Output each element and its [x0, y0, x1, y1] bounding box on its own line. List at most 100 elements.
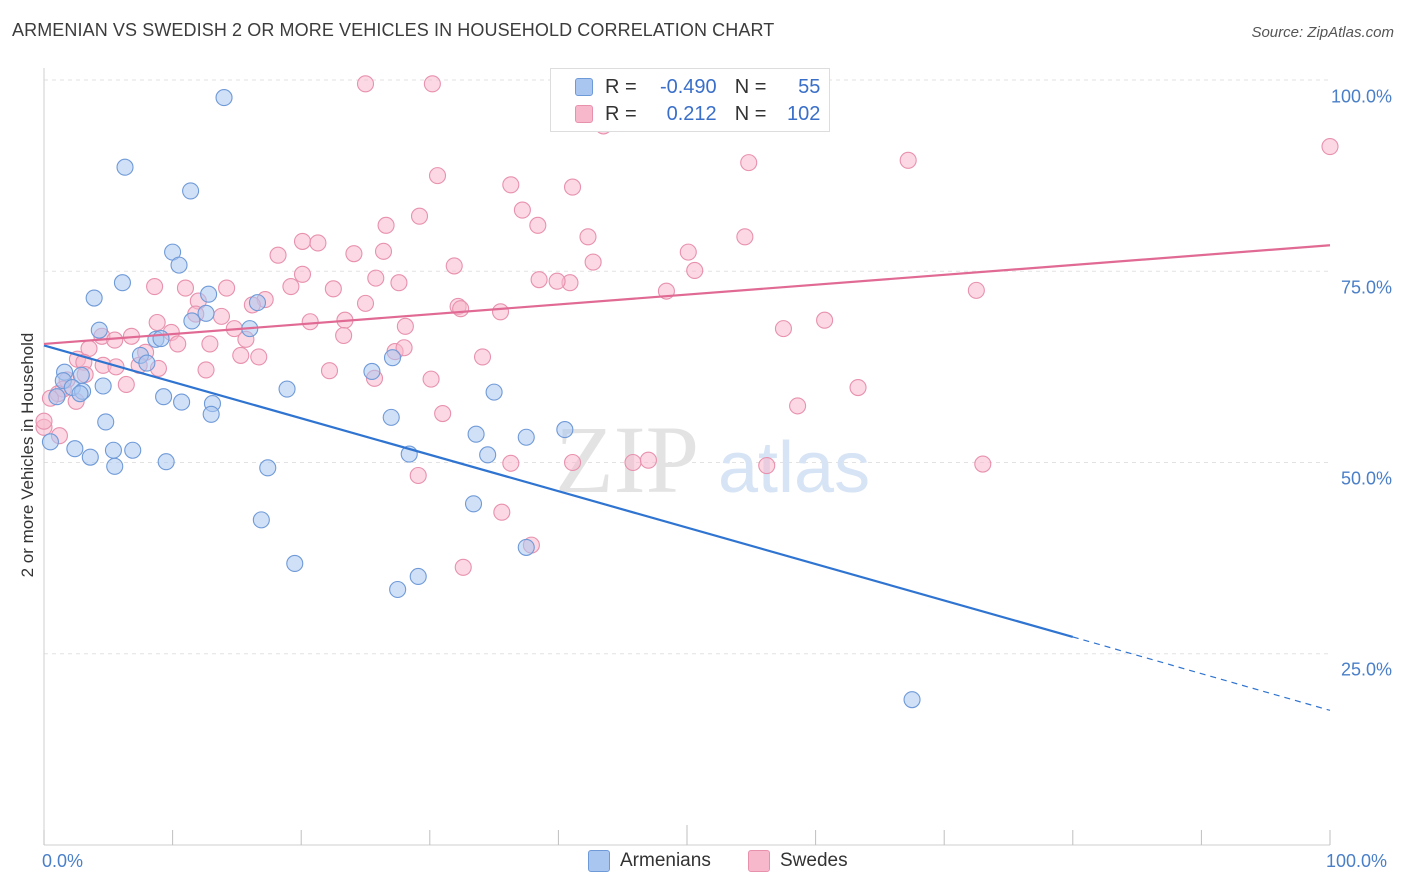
armenian-point: [155, 388, 173, 406]
swede-point: [232, 346, 250, 364]
armenian-point: [383, 349, 402, 367]
legend-item-armenians[interactable]: Armenians: [588, 850, 711, 872]
swede-point: [445, 257, 463, 275]
swede-point: [789, 397, 807, 415]
n-label: N =: [734, 102, 767, 125]
swede-trend-line: [43, 244, 1331, 346]
swede-point: [212, 307, 231, 325]
swede-point: [218, 279, 236, 297]
swede-point: [293, 232, 312, 250]
swede-point: [736, 228, 754, 246]
swede-point: [390, 274, 408, 292]
armenian-point: [215, 89, 233, 107]
r-value: 0.212: [666, 102, 717, 125]
armenian-point: [48, 388, 66, 406]
armenian-point: [200, 285, 218, 303]
swede-point: [434, 404, 452, 423]
armenian-point: [389, 580, 407, 599]
armenian-point: [485, 383, 503, 401]
armenian-point: [409, 567, 427, 586]
watermark-atlas: atlas: [718, 428, 870, 508]
swede-point: [356, 294, 375, 312]
armenian-point: [106, 457, 124, 475]
armenian-point: [556, 421, 574, 439]
armenian-point: [116, 158, 134, 176]
armenian-point: [66, 440, 84, 458]
swede-point: [1321, 138, 1339, 156]
x-tick-label: 100.0%: [1326, 851, 1388, 871]
armenian-point: [259, 459, 277, 477]
swede-point: [345, 245, 363, 263]
armenian-trend-line: [43, 344, 1074, 638]
series-armenians-points: [41, 89, 921, 709]
swede-point: [502, 454, 520, 472]
legend-label-armenians: Armenians: [620, 850, 711, 871]
armenian-point: [152, 330, 170, 348]
swede-point: [35, 412, 53, 430]
n-label: N =: [734, 75, 767, 98]
armenian-point: [138, 354, 156, 372]
swede-point: [639, 451, 657, 469]
swede-point: [335, 326, 353, 345]
swede-point: [423, 75, 441, 93]
armenian-point: [104, 441, 122, 459]
armenian-point: [41, 433, 59, 451]
n-value: 55: [798, 75, 821, 98]
r-label: R =: [605, 102, 637, 125]
swede-point: [454, 558, 472, 576]
armenian-point: [278, 380, 296, 398]
armenian-point: [517, 428, 535, 446]
swede-point: [148, 313, 166, 332]
gridlines: [44, 79, 1330, 655]
armenian-point: [124, 441, 142, 459]
swede-point: [356, 75, 375, 93]
swede-point: [422, 370, 440, 388]
trend-lines: [43, 244, 1331, 711]
swede-point: [679, 243, 697, 261]
source-label: Source: ZipAtlas.com: [1251, 24, 1394, 41]
swede-point: [320, 362, 339, 380]
armenian-point: [170, 256, 188, 274]
swede-point: [146, 277, 164, 296]
swede-point: [816, 311, 834, 329]
swede-point: [293, 265, 312, 283]
armenian-point: [248, 294, 267, 312]
stats-legend: R = -0.490 N = 55 R = 0.212 N = 102: [550, 68, 830, 132]
swede-point: [563, 178, 582, 196]
legend-item-swedes[interactable]: Swedes: [748, 850, 848, 872]
swede-point: [491, 303, 510, 321]
swede-point: [409, 466, 427, 485]
y-tick-label: 25.0%: [1340, 659, 1392, 680]
swede-point: [169, 335, 187, 353]
swede-point: [548, 272, 566, 290]
armenian-point: [90, 321, 108, 339]
swede-point: [374, 242, 393, 260]
armenian-point: [157, 453, 175, 471]
armenians-legend-swatch: [588, 850, 610, 872]
armenian-point: [182, 182, 200, 200]
swede-point: [269, 246, 287, 264]
armenian-point: [517, 538, 535, 556]
armenian-point: [464, 495, 483, 513]
armenian-point: [173, 393, 191, 411]
armenian-point: [202, 405, 220, 423]
r-label: R =: [605, 75, 637, 98]
swede-point: [974, 455, 992, 473]
armenian-point: [197, 304, 215, 322]
swede-point: [584, 253, 602, 271]
swede-point: [493, 503, 511, 521]
swede-point: [967, 281, 985, 299]
swede-point: [201, 335, 219, 353]
swede-point: [452, 300, 470, 318]
swede-point: [624, 453, 642, 472]
swede-point: [282, 277, 300, 296]
armenian-point: [903, 691, 921, 709]
swede-point: [774, 320, 793, 338]
watermark: ZIP atlas: [555, 406, 870, 513]
armenian-point: [363, 362, 381, 381]
swede-point: [899, 151, 917, 169]
armenian-point: [252, 511, 270, 529]
swede-point: [309, 234, 327, 252]
swede-point: [377, 216, 395, 234]
